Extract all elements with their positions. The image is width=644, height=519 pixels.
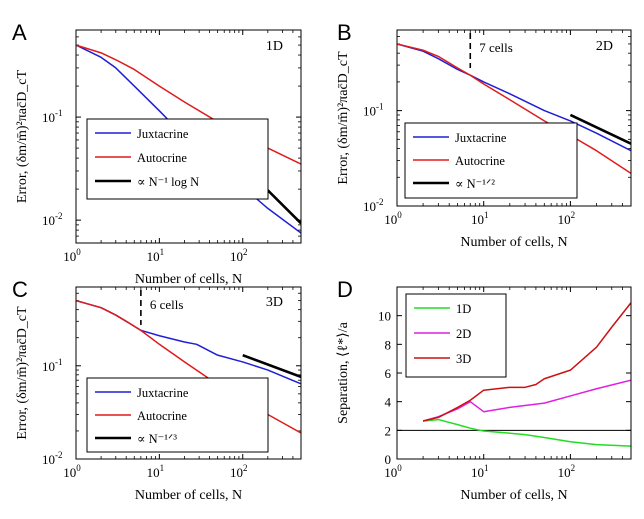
panel-letter: D xyxy=(337,277,353,302)
legend-entry: Autocrine xyxy=(455,154,505,168)
x-tick-label: 102 xyxy=(558,210,576,227)
y-axis-label: Error, (δm/m̄)²πac̄D_cT xyxy=(15,306,30,440)
legend-entry: 3D xyxy=(456,352,471,366)
panel-letter: B xyxy=(337,20,352,45)
x-tick-label: 100 xyxy=(384,210,402,227)
x-tick-label: 101 xyxy=(471,210,489,227)
y-tick-label: 10-2 xyxy=(42,450,63,467)
x-tick-label: 102 xyxy=(230,247,248,264)
legend-entry: Juxtacrine xyxy=(455,131,507,145)
cells-annotation: 6 cells xyxy=(150,297,184,312)
x-tick-label: 100 xyxy=(63,463,81,480)
x-axis-label: Number of cells, N xyxy=(460,235,567,250)
plot-frame xyxy=(75,286,302,460)
legend-entry: Juxtacrine xyxy=(137,127,189,141)
y-tick-label: 10-1 xyxy=(42,357,63,374)
y-tick-label: 8 xyxy=(385,337,392,352)
legend: 1D 2D 3D xyxy=(405,293,507,378)
series-line-2 xyxy=(397,43,631,174)
y-axis-label: Error, (δm/m̄)²πac̄D_cT xyxy=(15,69,30,203)
dimension-label: 3D xyxy=(266,295,283,310)
legend-entry: Juxtacrine xyxy=(137,386,189,400)
legend: Juxtacrine Autocrine ∝ N⁻¹ᐟ³ xyxy=(86,377,269,453)
series-line-1 xyxy=(423,418,631,447)
y-tick-label: 10-2 xyxy=(42,211,63,228)
panel-B: 100 101 102 10-2 10-1 7 cells B 2D Number of cel… xyxy=(336,20,632,250)
x-tick-label: 101 xyxy=(147,463,165,480)
series-line-3 xyxy=(569,113,631,145)
legend-entry: ∝ N⁻¹ᐟ³ xyxy=(137,432,177,446)
legend: Juxtacrine Autocrine ∝ N⁻¹ᐟ² xyxy=(404,122,578,199)
legend: Juxtacrine Autocrine ∝ N⁻¹ log N xyxy=(86,118,269,200)
y-tick-label: 10 xyxy=(378,309,391,324)
panel-letter: A xyxy=(12,20,27,45)
y-tick-label: 0 xyxy=(385,452,392,467)
legend-entry: Autocrine xyxy=(137,409,187,423)
x-tick-label: 100 xyxy=(63,247,81,264)
dimension-label: 1D xyxy=(266,39,283,54)
x-tick-label: 102 xyxy=(230,463,248,480)
x-tick-label: 102 xyxy=(558,463,576,480)
y-axis-label: Separation, ⟨ℓ*⟩/a xyxy=(336,321,351,423)
series-line-1 xyxy=(397,43,631,152)
legend-entry: ∝ N⁻¹ᐟ² xyxy=(455,177,495,191)
legend-entry: Autocrine xyxy=(137,151,187,165)
x-axis-label: Number of cells, N xyxy=(135,488,242,503)
panel-A: 100 101 102 10-2 10-1 A 1D Number of cells, N Er… xyxy=(12,20,302,287)
series-line-1 xyxy=(76,299,301,385)
x-tick-label: 101 xyxy=(147,247,165,264)
plot-frame xyxy=(396,29,632,207)
y-tick-label: 4 xyxy=(385,395,392,410)
legend-entry: ∝ N⁻¹ log N xyxy=(137,175,199,189)
panel-C: 100 101 102 10-2 10-1 6 cells C 3D Number of cel… xyxy=(12,277,302,503)
plot-frame xyxy=(396,286,632,460)
plot-frame xyxy=(75,29,302,244)
series-line-3 xyxy=(242,353,301,379)
y-tick-label: 6 xyxy=(385,366,392,381)
legend-entry: 2D xyxy=(456,327,471,341)
panel-letter: C xyxy=(12,277,28,302)
y-tick-label: 10-1 xyxy=(42,108,63,125)
y-tick-label: 2 xyxy=(385,423,392,438)
y-axis-label: Error, (δm/m̄)²πac̄D_cT xyxy=(336,51,351,185)
legend-entry: 1D xyxy=(456,302,471,316)
dimension-label: 2D xyxy=(596,39,613,54)
cells-annotation: 7 cells xyxy=(479,40,513,55)
x-tick-label: 101 xyxy=(471,463,489,480)
y-tick-label: 10-1 xyxy=(363,102,384,119)
series-line-3 xyxy=(422,302,631,422)
x-axis-label: Number of cells, N xyxy=(460,488,567,503)
y-tick-label: 10-2 xyxy=(363,197,384,214)
x-axis-label: Number of cells, N xyxy=(135,272,242,287)
